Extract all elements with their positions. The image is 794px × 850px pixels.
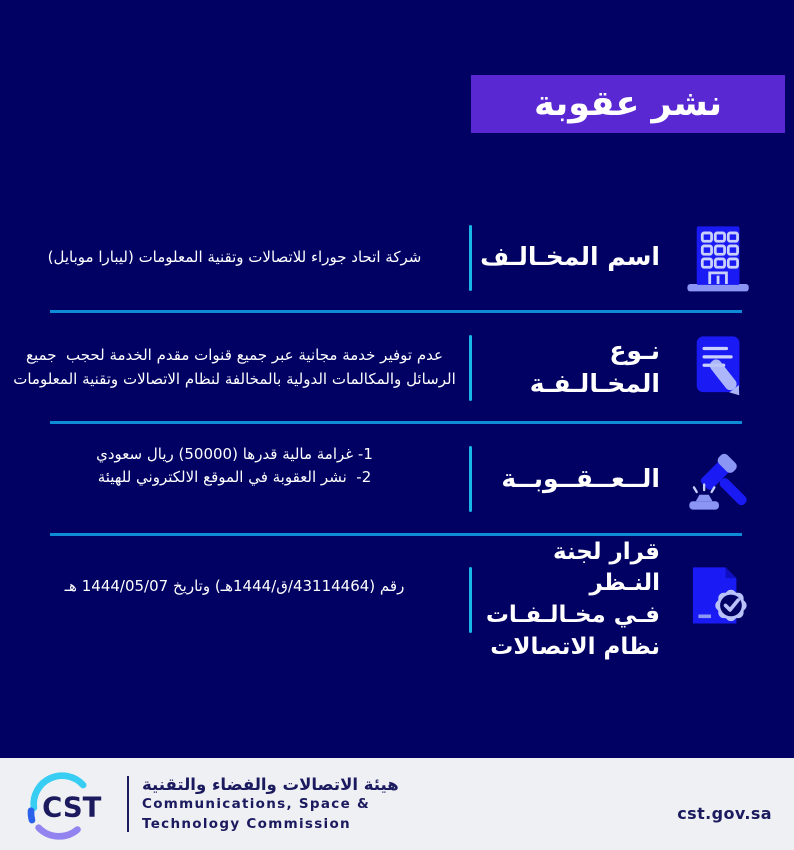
document-pen-icon bbox=[696, 335, 740, 395]
org-name-arabic: هيئة الاتصالات والفضاء والتقنية bbox=[142, 775, 399, 795]
website-url: cst.gov.sa bbox=[677, 803, 772, 823]
footer: CST هيئة الاتصالات والفضاء والتقنية Comm… bbox=[0, 758, 794, 850]
penalty-banner: نشر عقوبة bbox=[471, 75, 785, 133]
document-gear-check-icon bbox=[692, 567, 747, 624]
org-name-english-line2: Technology Commission bbox=[142, 815, 351, 832]
penalty-row: 1- غرامة مالية قدرها (50000) ريال سعودي … bbox=[0, 425, 794, 533]
penalty-value: 1- غرامة مالية قدرها (50000) ريال سعودي … bbox=[96, 444, 373, 486]
building-icon bbox=[687, 225, 749, 291]
violation-type-value: عدم توفير خدمة مجانية عبر جميع قنوات مقد… bbox=[13, 346, 456, 388]
accent-bar bbox=[469, 334, 472, 401]
violator-name-row: شركة اتحاد جوراء للاتصالات وتقنية المعلو… bbox=[0, 205, 794, 310]
violator-name-value: شركة اتحاد جوراء للاتصالات وتقنية المعلو… bbox=[0, 246, 469, 269]
violation-type-label: نـوع المخـالـفـة bbox=[529, 336, 660, 398]
row-divider bbox=[50, 533, 742, 536]
row-divider bbox=[50, 421, 742, 424]
violation-type-row: عدم توفير خدمة مجانية عبر جميع قنوات مقد… bbox=[0, 313, 794, 422]
decision-label: قرار لجنة النـظر فـي مخـالـفـات نظام الا… bbox=[485, 538, 660, 660]
accent-bar bbox=[469, 446, 472, 512]
banner-title: نشر عقوبة bbox=[533, 84, 723, 124]
violator-name-label: اسم المخـالـف bbox=[480, 242, 660, 272]
svg-text:CST: CST bbox=[42, 792, 101, 823]
gavel-icon bbox=[689, 453, 747, 510]
footer-separator bbox=[127, 776, 129, 832]
penalty-label: الــعــقــوبــة bbox=[501, 463, 660, 493]
violator-name-text: شركة اتحاد جوراء للاتصالات وتقنية المعلو… bbox=[47, 247, 422, 266]
cst-logo: CST bbox=[27, 772, 102, 840]
accent-bar bbox=[469, 567, 472, 633]
cst-logo-block: CST هيئة الاتصالات والفضاء والتقنية Comm… bbox=[22, 768, 399, 840]
decision-value: رقم (43114464/ق/1444هـ) وتاريخ 1444/05/0… bbox=[64, 577, 405, 596]
row-divider bbox=[50, 310, 742, 313]
decision-row: رقم (43114464/ق/1444هـ) وتاريخ 1444/05/0… bbox=[0, 536, 794, 664]
org-name-english-line1: Communications, Space & bbox=[142, 796, 371, 813]
organization-name: هيئة الاتصالات والفضاء والتقنية Communic… bbox=[142, 775, 399, 832]
accent-bar bbox=[469, 224, 472, 291]
